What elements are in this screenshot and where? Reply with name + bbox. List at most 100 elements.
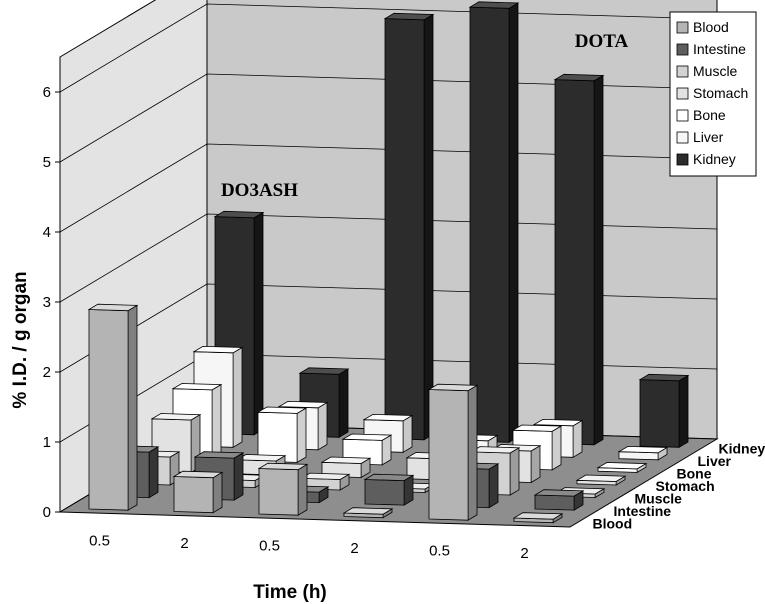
x-tick-label: 0.5 bbox=[259, 537, 280, 554]
y-tick-label: 3 bbox=[43, 294, 51, 311]
bars bbox=[87, 1, 690, 524]
bar-kidney bbox=[638, 373, 690, 449]
bar-top bbox=[257, 462, 309, 471]
bar-side bbox=[338, 368, 349, 439]
bar-side bbox=[572, 419, 583, 459]
bar-top bbox=[235, 454, 287, 462]
legend-label: Blood bbox=[693, 19, 729, 35]
legend-label: Muscle bbox=[693, 63, 738, 79]
bar-top bbox=[617, 445, 669, 454]
bar-top bbox=[298, 367, 350, 375]
legend-label: Bone bbox=[693, 107, 726, 123]
legend-swatch bbox=[676, 43, 689, 56]
bar-blood bbox=[172, 470, 224, 514]
bar-side bbox=[233, 452, 244, 501]
bar-front bbox=[173, 476, 214, 514]
organ-label: Bone bbox=[677, 465, 712, 481]
y-axis-label: % I.D. / g organ bbox=[10, 271, 31, 408]
bar-kidney bbox=[553, 73, 605, 446]
bar-side bbox=[148, 446, 159, 499]
bar-top bbox=[427, 383, 479, 392]
bar-top bbox=[532, 418, 584, 427]
legend-label: Stomach bbox=[693, 85, 748, 101]
bar-top bbox=[277, 400, 329, 409]
organ-label: Blood bbox=[593, 516, 633, 532]
bar-top bbox=[533, 489, 585, 497]
bar-top bbox=[575, 474, 627, 482]
bar-side bbox=[317, 401, 328, 451]
gridline bbox=[59, 213, 718, 303]
bar-bone bbox=[256, 406, 308, 464]
bar-blood bbox=[87, 303, 139, 511]
bar-side bbox=[127, 304, 138, 511]
bar-stomach bbox=[575, 474, 627, 486]
bar-top bbox=[299, 472, 351, 480]
bar-intestine bbox=[363, 473, 415, 506]
legend-swatch bbox=[676, 21, 689, 34]
organ-label: Kidney bbox=[719, 440, 765, 456]
bar-top bbox=[638, 373, 690, 382]
bar-front bbox=[258, 468, 299, 516]
x-tick-label: 0.5 bbox=[89, 532, 110, 549]
bar-top bbox=[596, 462, 648, 470]
gridline bbox=[59, 143, 718, 233]
bar-top bbox=[213, 210, 265, 219]
bar-side bbox=[253, 211, 264, 436]
bar-top bbox=[363, 473, 415, 482]
organ-label: Liver bbox=[698, 453, 732, 469]
bar-side bbox=[297, 463, 308, 516]
bar-side bbox=[593, 74, 604, 446]
bar-side bbox=[402, 414, 413, 454]
bar-front bbox=[364, 479, 405, 506]
bar-blood bbox=[342, 507, 394, 519]
bar-top bbox=[172, 470, 224, 479]
bar-side bbox=[509, 447, 520, 496]
axis-labels: % I.D. / g organ Time (h) bbox=[10, 271, 327, 603]
bar-side bbox=[232, 346, 243, 449]
bar-side bbox=[296, 407, 307, 464]
group-labels: DO3ASHDO3ADOTA bbox=[221, 31, 629, 201]
bar-top bbox=[512, 512, 564, 520]
legend-swatch bbox=[676, 131, 689, 144]
bar-kidney bbox=[383, 12, 435, 441]
back-wall bbox=[206, 0, 718, 440]
x-tick-label: 2 bbox=[520, 545, 528, 562]
bar-side bbox=[530, 444, 541, 484]
bar-side bbox=[678, 374, 689, 449]
bar-liver bbox=[617, 445, 669, 461]
y-tick-label: 6 bbox=[43, 84, 51, 101]
bar-blood bbox=[427, 383, 479, 521]
y-tick-label: 4 bbox=[43, 224, 51, 241]
bar-front bbox=[534, 494, 575, 511]
bar-top bbox=[193, 451, 245, 459]
bar-side bbox=[508, 2, 519, 444]
x-tick-label: 2 bbox=[350, 540, 358, 557]
bar-side bbox=[551, 425, 562, 471]
legend: Blood Intestine Muscle Stomach Bone Liver Kidn… bbox=[669, 11, 757, 177]
y-tick-label: 1 bbox=[43, 434, 51, 451]
bar-top bbox=[150, 413, 202, 421]
legend-swatch bbox=[676, 87, 689, 100]
bar-front bbox=[469, 6, 510, 443]
bar-top bbox=[469, 446, 521, 454]
bar-side bbox=[467, 384, 478, 521]
y-tick-label: 5 bbox=[43, 154, 51, 171]
bar-kidney bbox=[468, 1, 520, 444]
legend-swatch bbox=[676, 65, 689, 78]
bar-top bbox=[320, 456, 372, 464]
organ-label: Intestine bbox=[614, 503, 672, 519]
bar-intestine bbox=[533, 489, 585, 511]
bar-top bbox=[362, 413, 414, 422]
organ-axis-labels: BloodIntestineMuscleStomachBoneLiverKidn… bbox=[593, 440, 765, 531]
bar-front bbox=[554, 79, 595, 446]
bar-blood bbox=[512, 512, 564, 524]
bar-front bbox=[88, 309, 129, 511]
bar-top bbox=[341, 433, 393, 441]
bar-front bbox=[384, 18, 425, 441]
gridline bbox=[59, 3, 718, 93]
group-label: DOTA bbox=[575, 31, 629, 52]
bar-side bbox=[212, 471, 223, 514]
bar-top bbox=[87, 303, 139, 312]
bar-top bbox=[468, 1, 520, 9]
